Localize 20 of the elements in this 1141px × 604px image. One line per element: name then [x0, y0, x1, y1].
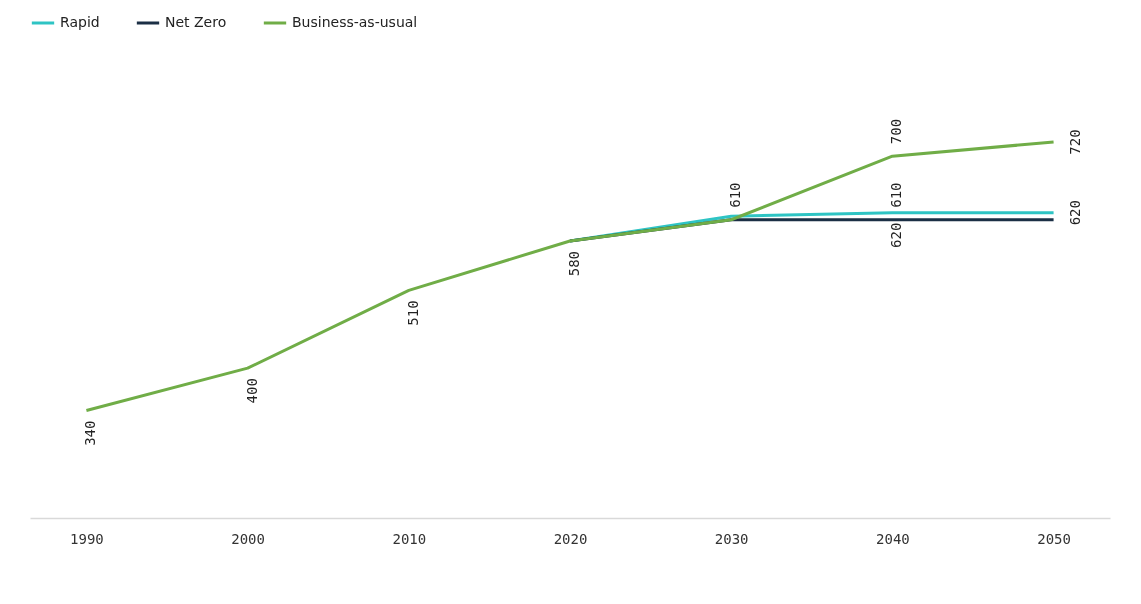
data-label: 580 [566, 250, 582, 277]
x-tick-label: 2050 [1037, 530, 1071, 547]
x-tick-label: 2010 [392, 530, 427, 547]
data-label: 700 [888, 118, 905, 145]
data-label: 610 [888, 182, 905, 208]
x-tick-label: 2040 [876, 530, 910, 547]
legend-label: Business-as-usual [292, 14, 418, 30]
x-tick-label: 2030 [714, 530, 749, 547]
x-tick-label: 2000 [231, 530, 265, 547]
legend-label: Net Zero [165, 14, 227, 30]
data-label: 610 [727, 182, 744, 208]
x-tick-label: 2020 [553, 530, 588, 547]
data-label: 340 [82, 420, 99, 446]
legend-label: Rapid [60, 14, 100, 30]
data-label: 720 [1066, 129, 1083, 155]
data-label: 620 [888, 222, 905, 248]
x-tick-label: 1990 [70, 530, 104, 547]
data-label: 400 [243, 378, 260, 404]
data-label: 620 [1066, 200, 1083, 226]
data-label: 510 [404, 300, 421, 326]
